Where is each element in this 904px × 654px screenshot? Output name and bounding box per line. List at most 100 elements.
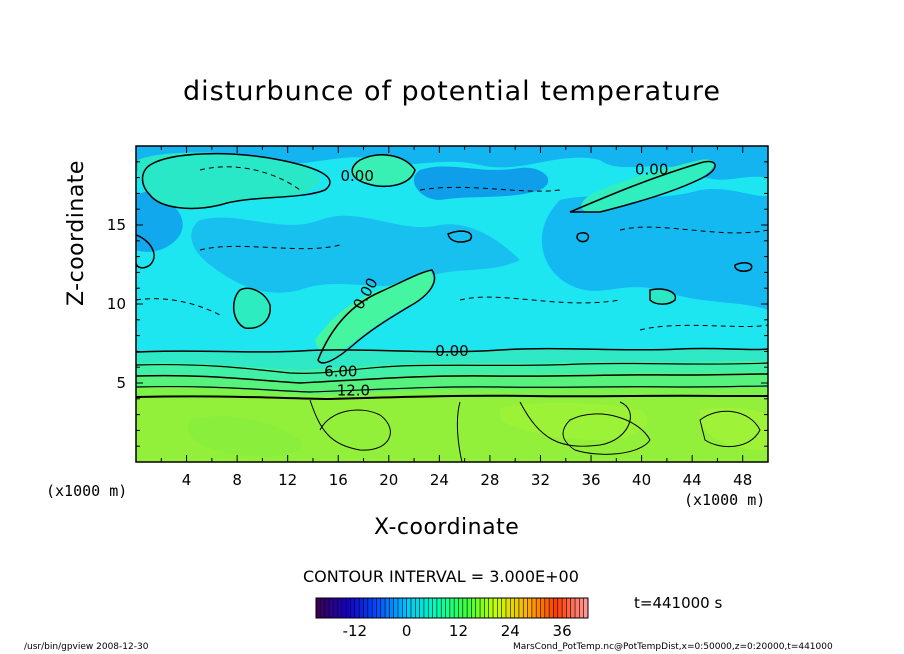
contour-zero-small-2	[576, 231, 590, 243]
colorbar-cell	[363, 598, 369, 618]
y-tick-label: 5	[116, 374, 126, 392]
colorbar-cell	[320, 598, 326, 618]
colorbar-cell	[445, 598, 451, 618]
contour-line-9	[136, 385, 768, 393]
contour-zero-top-right	[569, 160, 716, 213]
colorbar-cell	[359, 598, 364, 618]
colorbar-cell	[575, 598, 580, 618]
time-label: t=441000 s	[634, 594, 723, 612]
contour-zero-small-3	[734, 262, 753, 272]
field-patch-blue-top	[136, 146, 768, 180]
x-unit-right: (x1000 m)	[684, 491, 766, 509]
colorbar-cell	[341, 598, 347, 618]
x-axis-label: X-coordinate	[374, 515, 520, 540]
contour-label: 6.00	[324, 363, 357, 381]
colorbar-cell	[376, 598, 382, 618]
colorbar-cell	[337, 598, 343, 618]
colorbar-cell	[557, 598, 563, 618]
colorbar-cell	[398, 598, 403, 618]
colorbar-cell	[458, 598, 464, 618]
colorbar-cell	[480, 598, 485, 618]
colorbar-cell	[583, 598, 589, 618]
x-tick-label: 28	[480, 471, 499, 489]
field-blob-green-1	[352, 154, 415, 185]
colorbar-cell	[505, 598, 511, 618]
colorbar-cell	[501, 598, 507, 618]
colorbar-cell	[419, 598, 425, 618]
footer-right: MarsCond_PotTemp.nc@PotTempDist,x=0:5000…	[513, 642, 833, 652]
colorbar-cell	[454, 598, 459, 618]
x-tick-label: 4	[182, 471, 192, 489]
y-tick-label: 10	[107, 295, 126, 313]
contour-label: 0.00	[340, 167, 373, 185]
x-tick-label: 32	[531, 471, 550, 489]
field-patch-blue-mid	[191, 215, 521, 293]
colorbar-cell	[389, 598, 395, 618]
footer-left: /usr/bin/gpview 2008-12-30	[24, 642, 149, 652]
colorbar-tick-label: 36	[553, 622, 572, 640]
colorbar-cell	[423, 598, 429, 618]
colorbar-cell	[346, 598, 352, 618]
colorbar-cell	[514, 598, 520, 618]
contour-zero-blob-a	[233, 287, 271, 329]
colorbar-frame	[315, 597, 589, 619]
contour-interval-text: CONTOUR INTERVAL = 3.000E+00	[303, 567, 579, 586]
contour-lower-field	[309, 399, 761, 462]
colorbar-tick-labels: -12 0 12 24 36	[343, 622, 572, 640]
colorbar-cell	[484, 598, 490, 618]
x-tick-label: 48	[733, 471, 752, 489]
colorbar-cell	[436, 598, 442, 618]
colorbar-cell	[462, 598, 468, 618]
chart-title: disturbunce of potential temperature	[183, 76, 721, 107]
heatmap-field	[136, 146, 768, 462]
colorbar-tick-label: 12	[449, 622, 468, 640]
x-tick-label: 8	[232, 471, 242, 489]
colorbar-cell	[475, 598, 481, 618]
contour-zero-plume	[317, 269, 436, 364]
contour-negative-dashed	[136, 166, 768, 331]
colorbar-tick-label: 0	[402, 622, 412, 640]
field-blob-green-4	[233, 288, 271, 329]
colorbar-cell	[523, 598, 529, 618]
contour-zero-top-left	[141, 152, 331, 210]
colorbar-cell	[354, 598, 360, 618]
field-blob-green-plume	[315, 270, 434, 354]
contour-label: 0.00	[435, 342, 468, 360]
colorbar-cell	[402, 598, 408, 618]
field-blob-green-5	[650, 289, 676, 305]
colorbar-cell	[410, 598, 416, 618]
colorbar-cell	[328, 598, 334, 618]
colorbar-cell	[333, 598, 339, 618]
colorbar-cell	[553, 598, 559, 618]
colorbar-cell	[531, 598, 537, 618]
field-patch-lower-2	[500, 402, 648, 440]
contour-zero-blob-b	[649, 288, 677, 305]
contour-label: 0.00	[635, 160, 668, 178]
colorbar-cell	[510, 598, 516, 618]
colorbar-cell	[432, 598, 438, 618]
contour-label: 12.0	[337, 382, 370, 400]
x-unit-left: (x1000 m)	[46, 482, 128, 500]
colorbar-cell	[471, 598, 477, 618]
x-tick-label: 12	[278, 471, 297, 489]
colorbar-cell	[441, 598, 447, 618]
colorbar-cell	[393, 598, 399, 618]
colorbar-cell	[449, 598, 455, 618]
y-tick-label: 15	[107, 216, 126, 234]
colorbar-tick-label: 24	[501, 622, 520, 640]
colorbar-cell	[385, 598, 390, 618]
y-axis-label: Z-coordinate	[64, 160, 89, 306]
colorbar-tick-label: -12	[343, 622, 368, 640]
colorbar-cell	[316, 598, 321, 618]
colorbar-cell	[527, 598, 533, 618]
contour-line-3	[136, 362, 768, 374]
colorbar-cell	[493, 598, 498, 618]
contour-zero-line	[136, 347, 768, 353]
contour-zero-edge-left	[136, 234, 155, 269]
colorbar-cell	[350, 598, 356, 618]
colorbar-cell	[544, 598, 550, 618]
field-patch-lower-1	[187, 416, 302, 457]
